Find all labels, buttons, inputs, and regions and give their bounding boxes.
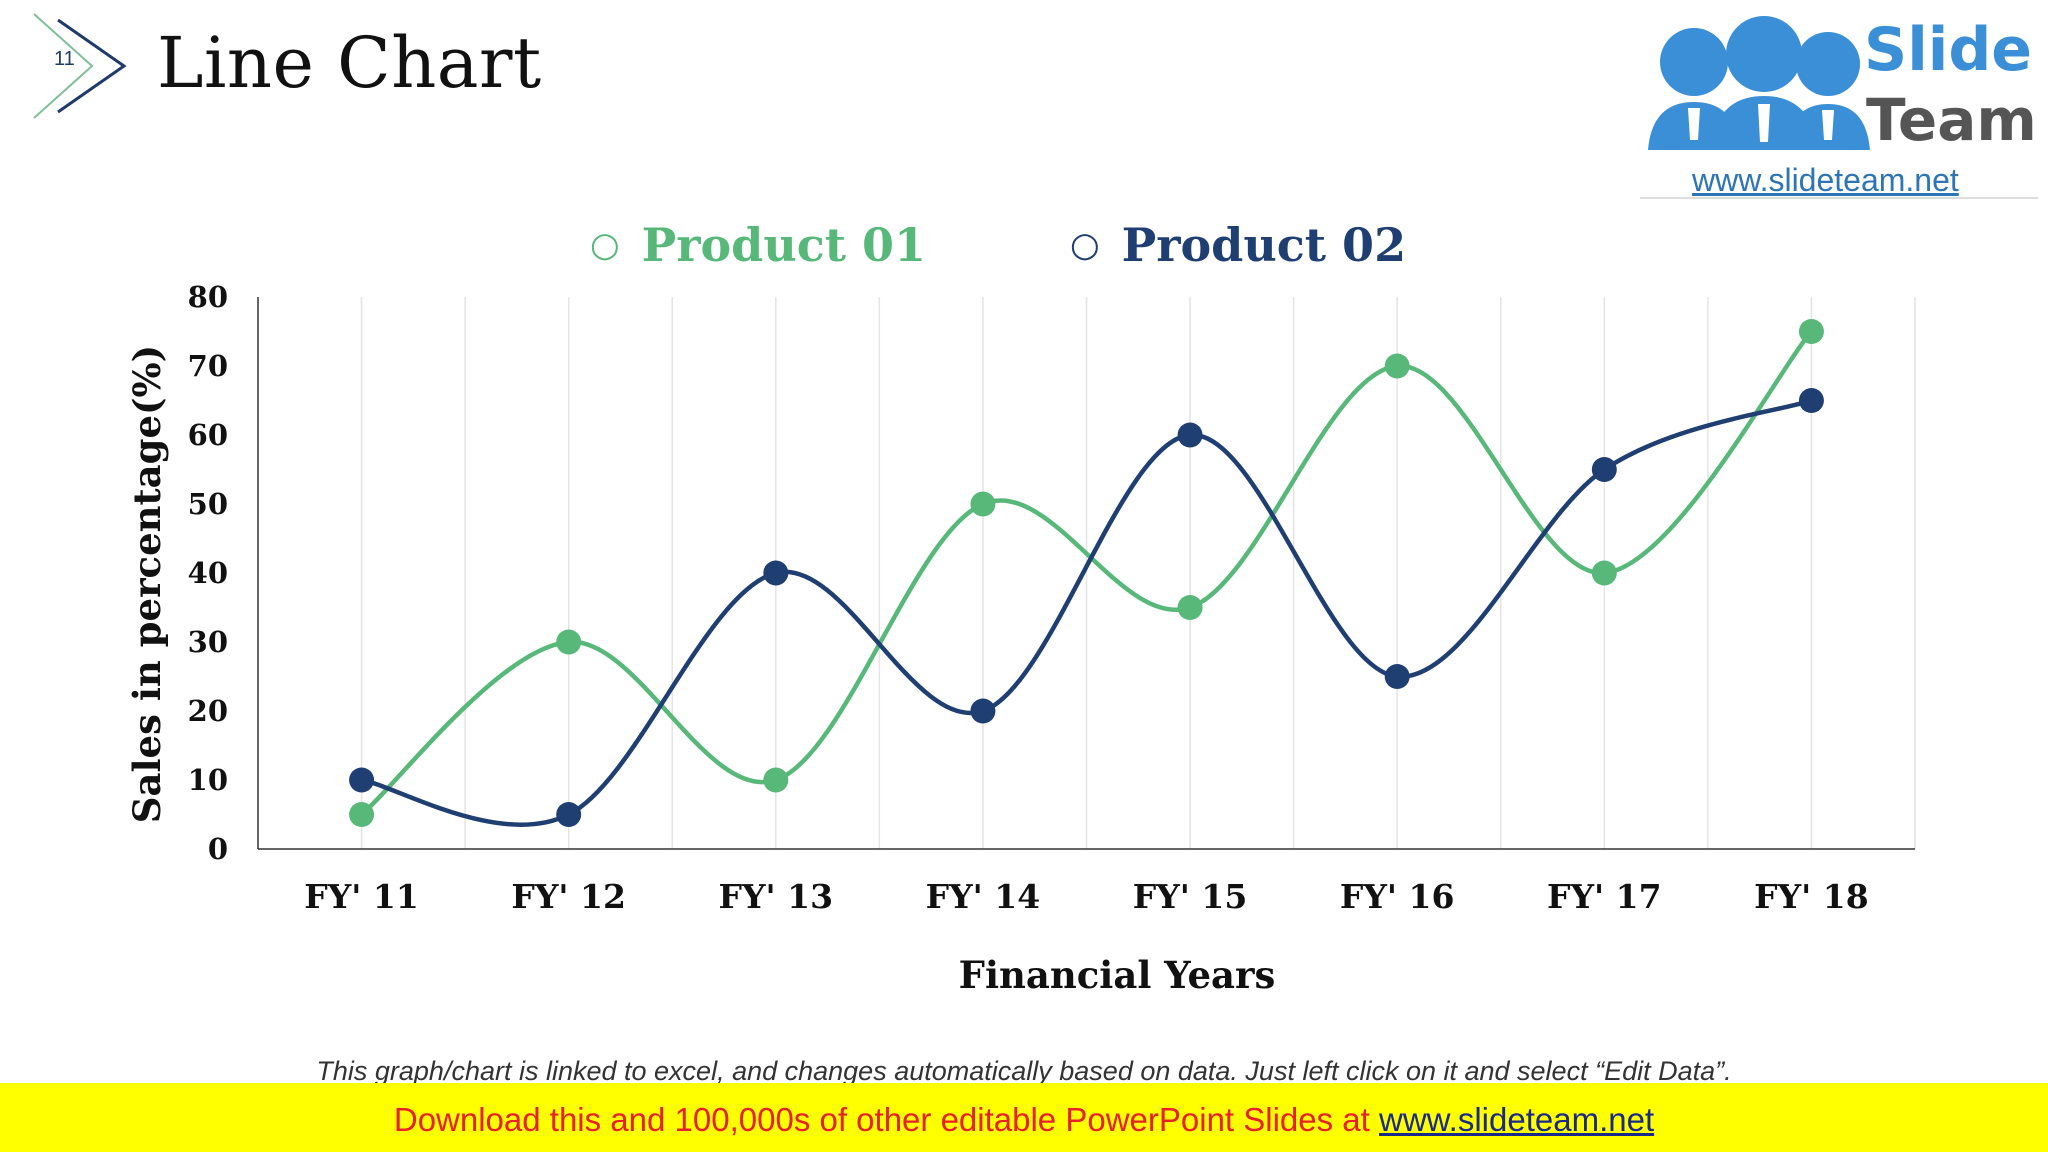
data-point-product-02 — [1384, 664, 1410, 689]
data-point-product-02 — [763, 560, 789, 586]
legend-marker-circle-icon: ○ — [1070, 225, 1100, 265]
data-point-product-01 — [1384, 353, 1410, 379]
data-point-product-02 — [556, 802, 582, 827]
y-tick-label: 10 — [188, 763, 228, 797]
data-point-product-01 — [1177, 595, 1203, 620]
x-tick-label: FY' 12 — [511, 877, 626, 916]
logo-text-slide: Slide — [1864, 15, 2032, 85]
legend-item-product-02[interactable]: ○ Product 02 — [1070, 218, 1406, 272]
data-point-product-01 — [349, 802, 375, 827]
data-point-product-02 — [970, 698, 996, 724]
data-point-product-02 — [1798, 388, 1824, 413]
x-tick-label: FY' 13 — [719, 877, 834, 916]
slide-number: 11 — [54, 48, 75, 70]
legend-item-product-01[interactable]: ○ Product 01 — [590, 218, 926, 272]
x-tick-label: FY' 17 — [1547, 877, 1662, 916]
data-point-product-02 — [349, 767, 375, 793]
download-banner — [0, 1083, 2048, 1152]
data-point-product-01 — [763, 767, 789, 793]
y-tick-label: 40 — [188, 556, 228, 590]
x-axis-ticks: FY' 11 FY' 12 FY' 13 FY' 14 FY' 15 FY' 16 FY' … — [304, 877, 1868, 916]
x-tick-label: FY' 16 — [1340, 877, 1455, 916]
chart-series-points — [349, 319, 1824, 827]
legend-label-product-01: Product 01 — [641, 218, 927, 272]
chart-note: This graph/chart is linked to excel, and… — [316, 1056, 1732, 1086]
page-title: Line Chart — [157, 22, 542, 104]
data-point-product-02 — [1591, 457, 1617, 482]
data-point-product-01 — [1798, 319, 1824, 344]
data-point-product-01 — [970, 491, 996, 517]
x-tick-label: FY' 18 — [1754, 877, 1869, 916]
chart-series-lines — [360, 330, 1814, 827]
y-tick-label: 20 — [188, 694, 228, 728]
y-tick-label: 30 — [188, 625, 228, 659]
y-axis-ticks: 0 10 20 30 40 50 60 70 80 — [188, 280, 228, 866]
y-axis-title: Sales in percentage(%) — [125, 345, 169, 823]
legend-marker-circle-icon: ○ — [590, 225, 620, 265]
series-line-product-01 — [360, 330, 1814, 817]
x-tick-label: FY' 14 — [926, 877, 1041, 916]
chart-legend: ○ Product 01 ○ Product 02 — [0, 218, 2048, 288]
data-point-product-02 — [1177, 422, 1203, 448]
chart-axes — [257, 297, 1915, 850]
people-icon — [1648, 16, 1870, 150]
x-axis-title: Financial Years — [959, 953, 1276, 997]
y-tick-label: 70 — [188, 349, 228, 383]
x-tick-label: FY' 11 — [304, 877, 419, 916]
y-tick-label: 0 — [208, 832, 228, 866]
x-tick-label: FY' 15 — [1133, 877, 1248, 916]
slide-number-badge — [33, 13, 127, 119]
y-tick-label: 50 — [188, 487, 228, 521]
y-tick-label: 80 — [188, 280, 228, 314]
slideteam-logo[interactable]: Slide Team — [1640, 10, 2038, 200]
logo-text-team: Team — [1866, 86, 2037, 154]
series-line-product-02 — [361, 398, 1813, 827]
banner-link[interactable]: www.slideteam.net — [1379, 1101, 1655, 1138]
data-point-product-01 — [556, 629, 582, 655]
banner-prefix: Download this and 100,000s of other edit… — [393, 1101, 1379, 1138]
y-tick-label: 60 — [188, 418, 228, 452]
legend-label-product-02: Product 02 — [1121, 218, 1407, 272]
logo-url-link[interactable]: www.slideteam.net — [1692, 162, 1959, 198]
chart-grid — [360, 297, 1916, 849]
download-banner-text: Download this and 100,000s of other edit… — [0, 1101, 2048, 1139]
data-point-product-01 — [1591, 560, 1617, 586]
